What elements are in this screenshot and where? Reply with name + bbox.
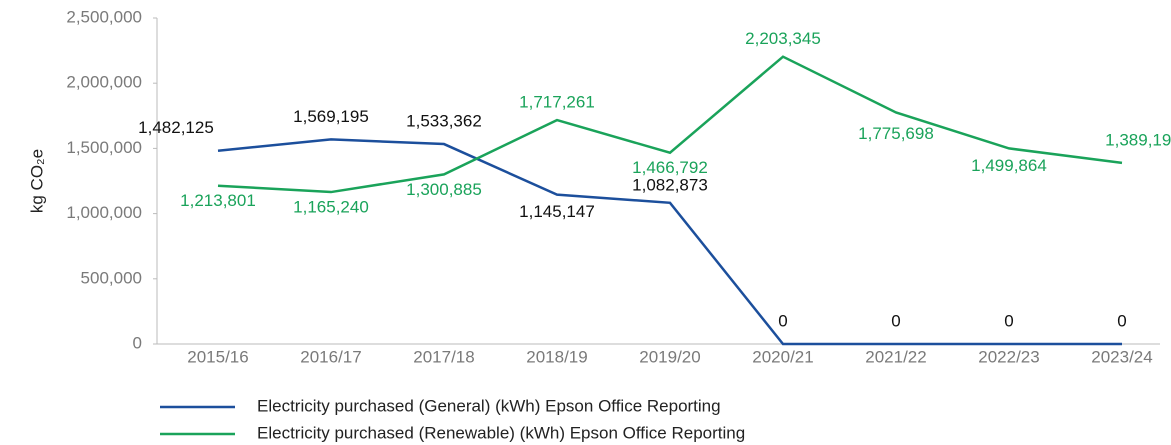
x-tick-label: 2020/21 xyxy=(752,347,813,366)
x-tick-label: 2017/18 xyxy=(413,347,474,366)
data-label: 1,499,864 xyxy=(971,156,1047,175)
x-tick-label: 2021/22 xyxy=(865,347,926,366)
data-label: 1,145,147 xyxy=(519,202,595,221)
data-label: 1,482,125 xyxy=(138,118,214,137)
legend-label: Electricity purchased (General) (kWh) Ep… xyxy=(257,396,721,415)
y-tick-label: 1,500,000 xyxy=(66,138,142,157)
data-label: 1,533,362 xyxy=(406,112,482,131)
x-tick-label: 2019/20 xyxy=(639,347,700,366)
series-line xyxy=(217,138,1122,346)
data-label: 1,165,240 xyxy=(293,198,369,217)
x-tick-label: 2015/16 xyxy=(187,347,248,366)
data-label: 0 xyxy=(778,311,787,330)
data-label: 0 xyxy=(1004,311,1013,330)
data-label: 1,082,873 xyxy=(632,175,708,194)
y-tick-label: 500,000 xyxy=(81,268,142,287)
data-label: 1,569,195 xyxy=(293,107,369,126)
x-tick-label: 2016/17 xyxy=(300,347,361,366)
y-tick-label: 2,000,000 xyxy=(66,73,142,92)
y-axis-label: kg CO₂e xyxy=(27,149,46,213)
data-label: 1,466,792 xyxy=(632,158,708,177)
y-tick-label: 2,500,000 xyxy=(66,7,142,26)
x-tick-label: 2022/23 xyxy=(978,347,1039,366)
data-label: 1,213,801 xyxy=(180,191,256,210)
data-label: 0 xyxy=(891,311,900,330)
legend-label: Electricity purchased (Renewable) (kWh) … xyxy=(257,423,745,442)
x-tick-label: 2018/19 xyxy=(526,347,587,366)
data-label: 2,203,345 xyxy=(745,29,821,48)
data-label: 0 xyxy=(1117,311,1126,330)
y-tick-label: 1,000,000 xyxy=(66,203,142,222)
data-label: 1,775,698 xyxy=(858,124,934,143)
series-line xyxy=(217,55,1123,194)
data-label: 1,300,885 xyxy=(406,180,482,199)
data-label: 1,389,195 xyxy=(1105,130,1171,149)
data-label: 1,717,261 xyxy=(519,93,595,112)
y-tick-label: 0 xyxy=(133,333,142,352)
x-tick-label: 2023/24 xyxy=(1091,347,1152,366)
